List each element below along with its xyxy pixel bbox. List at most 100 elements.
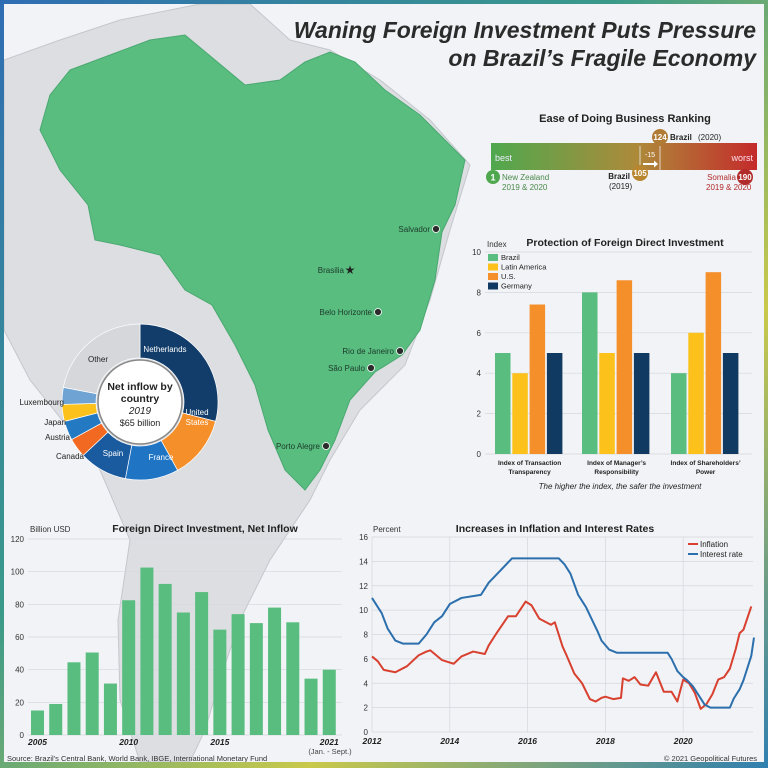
chart-title: Increases in Inflation and Interest Rate… xyxy=(456,523,655,535)
city-marker xyxy=(432,225,440,233)
bar-fdi-2012 xyxy=(158,583,172,735)
legend-swatch xyxy=(488,282,498,290)
x-tick-label: 2010 xyxy=(118,737,138,747)
city-label: Brasilia xyxy=(318,266,345,275)
x-category-label: Power xyxy=(696,469,716,476)
ranking-worst-label: worst xyxy=(730,153,753,163)
x-tick-label: 2005 xyxy=(27,737,47,747)
y-tick-label: 10 xyxy=(472,248,481,257)
rank-circle-brazil-2020 xyxy=(652,129,668,145)
x-category-label: Index of Shareholders’ xyxy=(671,460,741,467)
rank-worst-number: 190 xyxy=(738,173,752,182)
infographic-svg: Salvador ★Brasilia Belo Horizonte Rio de Ja… xyxy=(4,4,757,762)
y-tick-label: 14 xyxy=(359,557,368,566)
chart-title: Foreign Direct Investment, Net Inflow xyxy=(112,523,298,535)
pie-label: United xyxy=(185,408,208,417)
rank-best-years: 2019 & 2020 xyxy=(502,183,548,192)
bar-fdi-2016 xyxy=(231,614,245,735)
bar-fdi-2006 xyxy=(49,703,63,735)
pie-center xyxy=(97,359,183,445)
y-tick-label: 6 xyxy=(477,329,482,338)
x-category-label: Transparency xyxy=(508,469,551,476)
pie-label: Other xyxy=(88,355,108,364)
y-tick-label: 4 xyxy=(477,369,482,378)
pie-label: States xyxy=(186,418,209,427)
y-tick-label: 2 xyxy=(364,704,369,713)
ranking-title: Ease of Doing Business Ranking xyxy=(539,113,711,125)
rank-best-number: 1 xyxy=(490,173,495,183)
bar-fdi-2008 xyxy=(85,652,99,735)
y-tick-label: 4 xyxy=(364,679,369,688)
pie-label: Japan xyxy=(44,418,66,427)
bar-germany xyxy=(633,353,650,454)
city-label: Belo Horizonte xyxy=(320,308,373,317)
x-tick-label: 2016 xyxy=(517,736,537,746)
legend-label: Brazil xyxy=(501,253,520,262)
city-label: Salvador xyxy=(398,225,430,234)
pie-slice xyxy=(139,323,219,422)
city-marker xyxy=(322,442,330,450)
y-tick-label: 40 xyxy=(15,666,24,675)
y-tick-label: 12 xyxy=(359,582,368,591)
y-tick-label: 0 xyxy=(364,728,369,737)
bar-brazil xyxy=(671,373,687,454)
pie-title: country xyxy=(121,393,160,405)
legend-swatch xyxy=(488,263,498,271)
city-label: Rio de Janeiro xyxy=(342,347,394,356)
capital-star-icon: ★ xyxy=(345,263,356,277)
bar-fdi-2005 xyxy=(31,710,44,735)
title-line-1: Waning Foreign Investment Puts Pressure xyxy=(294,17,756,43)
city-marker xyxy=(396,347,404,355)
bar-fdi-2019 xyxy=(286,622,300,735)
brazil-map xyxy=(39,34,466,491)
pie-total: $65 billion xyxy=(120,418,161,428)
bar-fdi-2007 xyxy=(67,662,81,735)
x-tick-label: 2018 xyxy=(595,736,615,746)
x-category-label: Responsibility xyxy=(594,469,639,476)
line-interest-rate xyxy=(371,557,755,709)
bar-brazil xyxy=(582,292,598,454)
infographic: Salvador ★ Brasilia Belo Horizonte Rio de Ja… xyxy=(4,4,764,762)
source-note: Source: Brazil's Central Bank, World Ban… xyxy=(7,754,267,762)
y-tick-label: 80 xyxy=(15,600,24,609)
bar-fdi-2020 xyxy=(304,678,318,735)
bar-latin-america xyxy=(688,332,704,454)
x-category-label: Index of Manager’s xyxy=(587,460,646,467)
y-axis-label: Percent xyxy=(373,525,401,534)
chart-title: Protection of Foreign Direct Investment xyxy=(526,237,724,249)
legend-label: Latin America xyxy=(501,263,547,272)
legend-label: U.S. xyxy=(501,272,516,281)
bar-fdi-2009 xyxy=(103,683,117,735)
pie-label: Austria xyxy=(45,433,70,442)
rank-brazil-2020-year: (2020) xyxy=(698,133,721,142)
rank-worst-country: Somalia xyxy=(707,173,736,182)
legend-label: Germany xyxy=(501,282,532,291)
x-tick-label: 2020 xyxy=(673,736,693,746)
pie-label: Canada xyxy=(56,452,85,461)
y-tick-label: 16 xyxy=(359,533,368,542)
pie-label: Spain xyxy=(103,449,123,458)
ranking-change: -15 xyxy=(645,152,655,159)
y-tick-label: 10 xyxy=(359,606,368,615)
ranking-best-label: best xyxy=(495,153,513,163)
x-tick-label: 2015 xyxy=(209,737,229,747)
rank-brazil-2020-country: Brazil xyxy=(670,133,692,142)
rank-circle-brazil-2019 xyxy=(632,165,648,181)
bar-latin-america xyxy=(599,353,615,454)
x-tick-label: 2012 xyxy=(362,736,382,746)
bar-fdi-2018 xyxy=(268,607,282,735)
y-axis-label: Index xyxy=(487,240,507,249)
bar-fdi-2010 xyxy=(122,600,136,735)
pie-title: Net inflow by xyxy=(107,381,172,393)
rank-best-country: New Zealand xyxy=(502,173,549,182)
city-label: São Paulo xyxy=(328,364,365,373)
pie-subtitle: 2019 xyxy=(128,406,152,417)
copyright: © 2021 Geopolitical Futures xyxy=(664,754,757,762)
city-marker xyxy=(367,364,375,372)
rank-brazil-2019-number: 105 xyxy=(633,169,647,178)
bar-u-s- xyxy=(529,304,546,454)
legend-swatch xyxy=(488,254,498,261)
city-marker xyxy=(374,308,382,316)
pie-label: France xyxy=(149,453,174,462)
y-tick-label: 20 xyxy=(15,698,24,707)
